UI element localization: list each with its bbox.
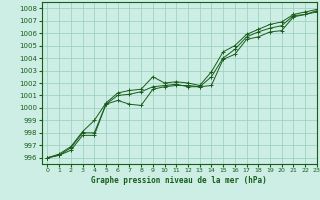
X-axis label: Graphe pression niveau de la mer (hPa): Graphe pression niveau de la mer (hPa): [91, 176, 267, 185]
